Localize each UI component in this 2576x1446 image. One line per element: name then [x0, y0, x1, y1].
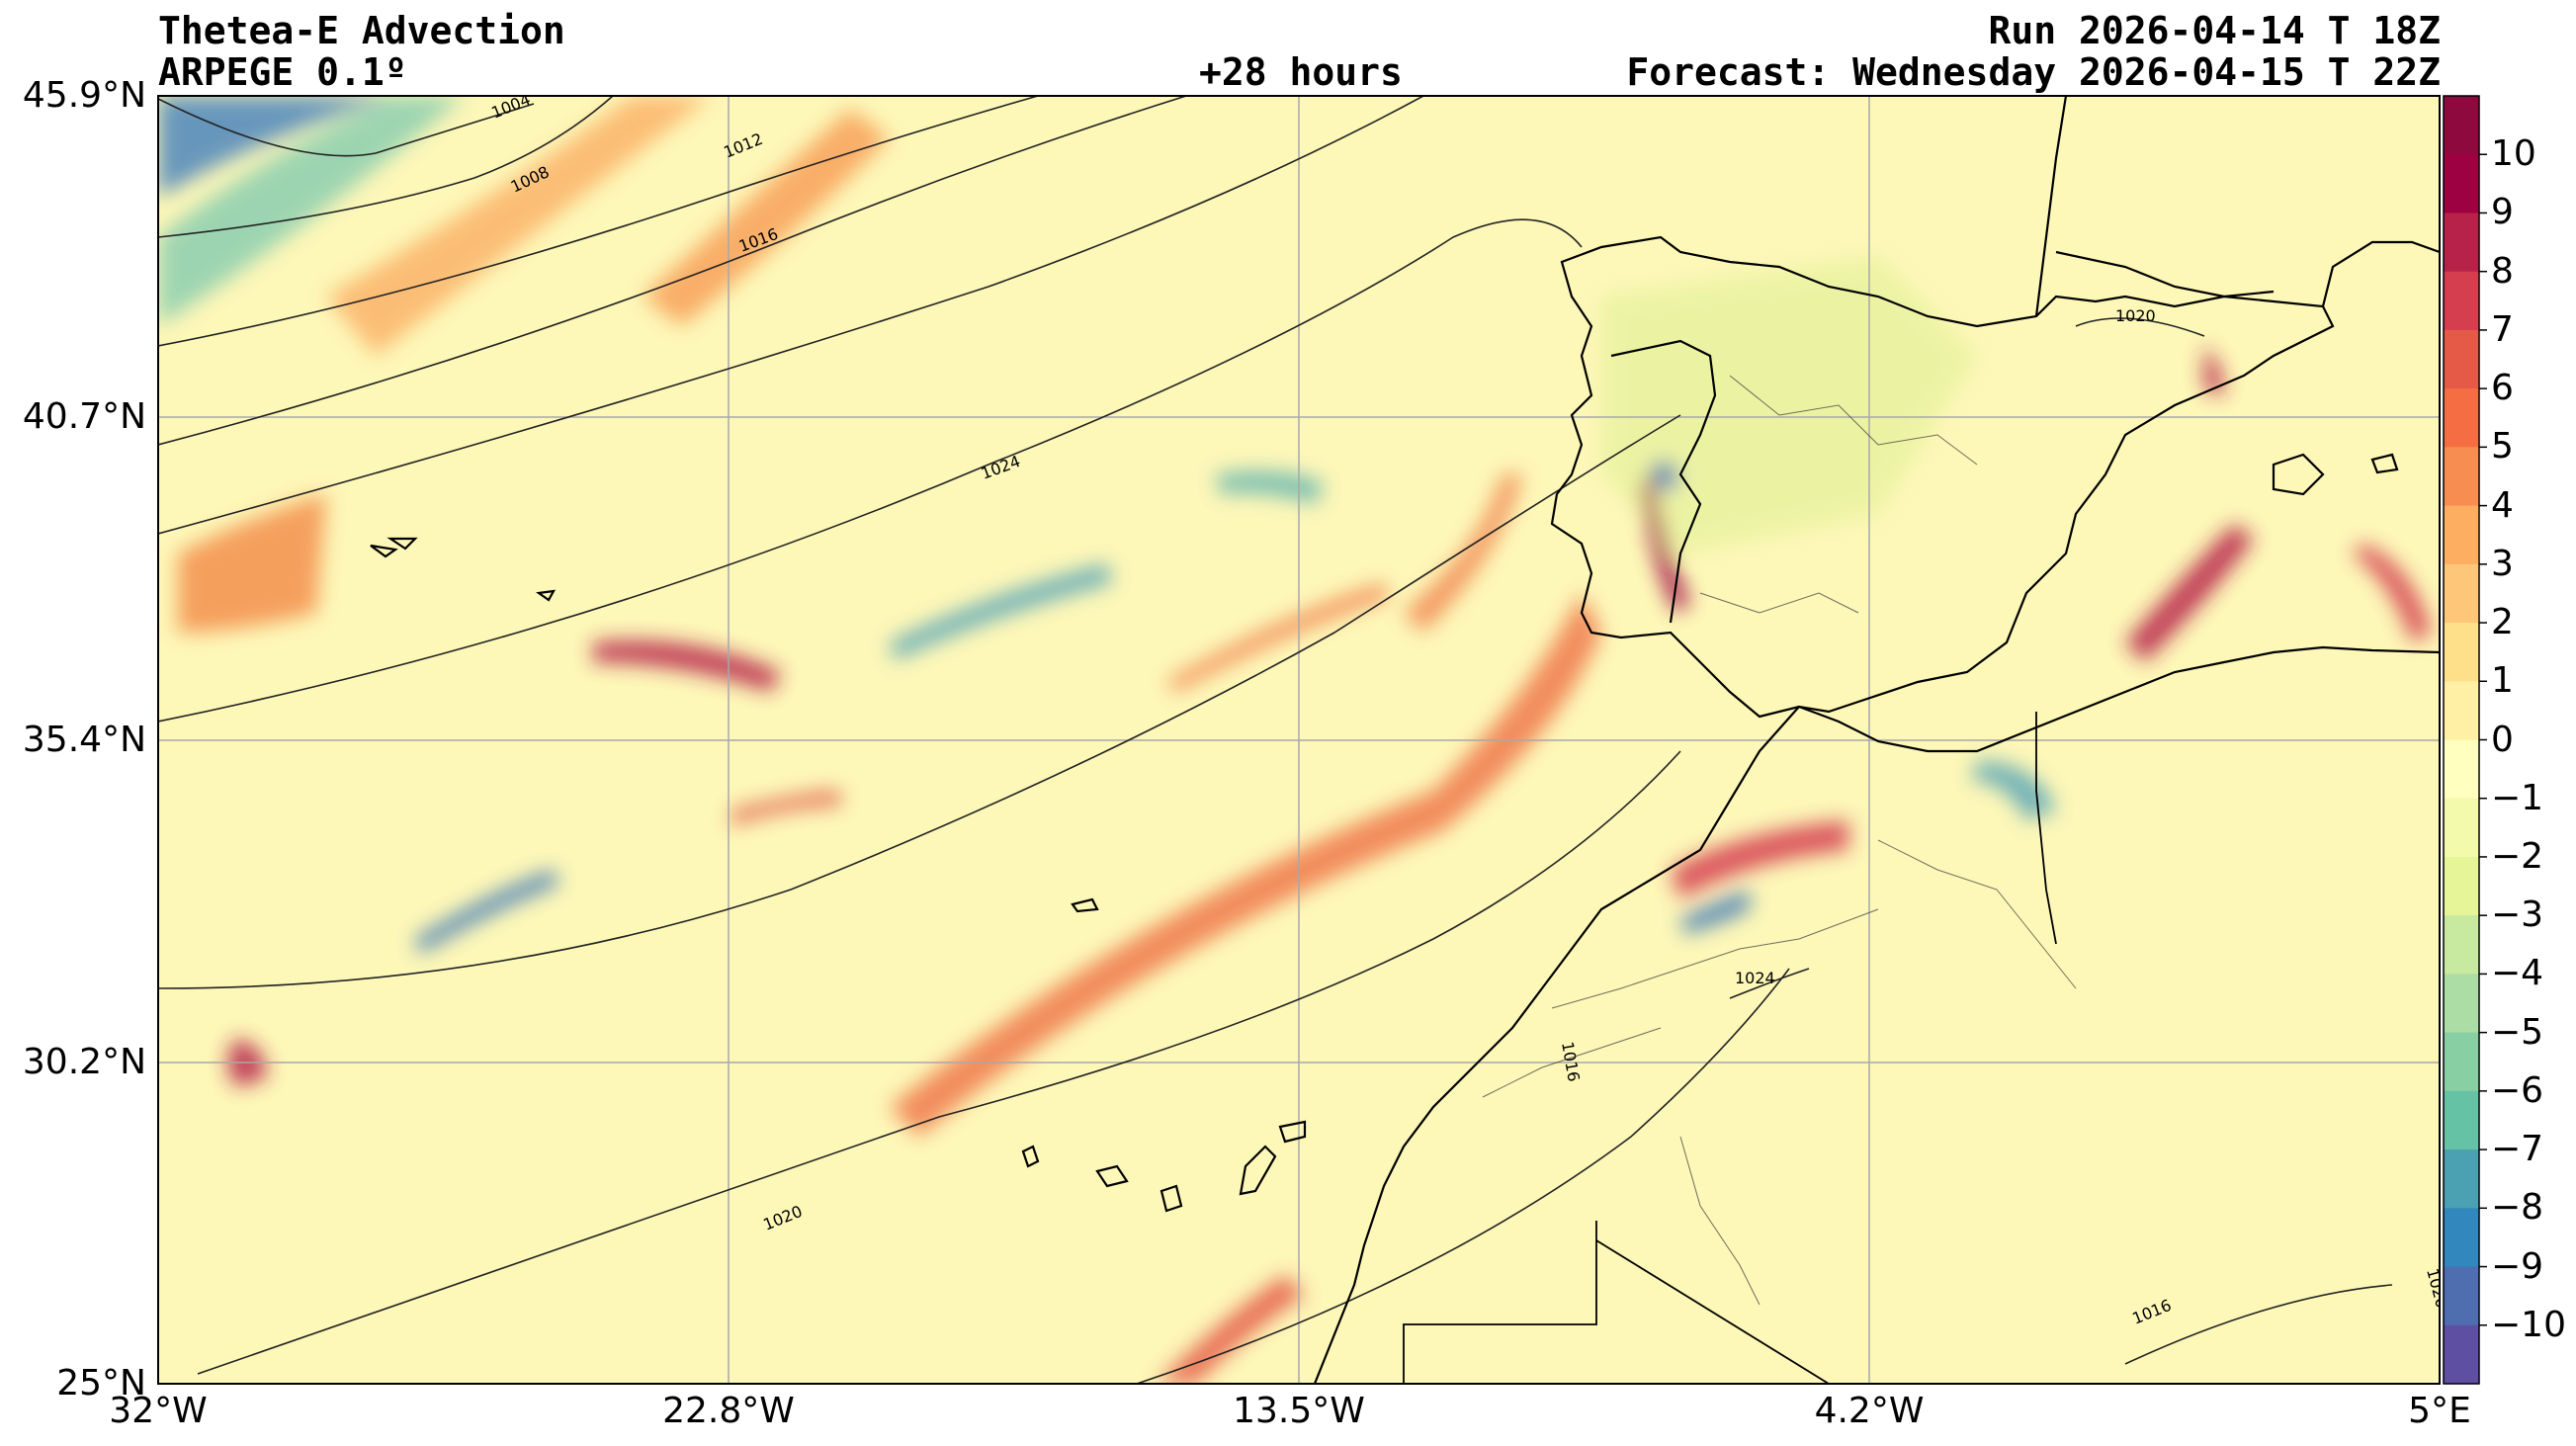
colorbar [2443, 95, 2487, 1385]
colorbar-band [2444, 739, 2479, 800]
lat-label: 40.7°N [22, 396, 146, 437]
run-time: Run 2026-04-14 T 18Z [1988, 9, 2441, 52]
map-frame [157, 95, 2441, 1385]
colorbar-band [2444, 154, 2479, 213]
colorbar-band [2444, 1324, 2479, 1385]
colorbar-label: −8 [2491, 1187, 2544, 1229]
colorbar-label: 9 [2491, 192, 2514, 233]
colorbar-band [2444, 271, 2479, 331]
colorbar-band [2444, 974, 2479, 1034]
colorbar-label: −7 [2491, 1129, 2544, 1170]
colorbar-label: 2 [2491, 602, 2514, 643]
lat-label: 30.2°N [22, 1042, 146, 1082]
colorbar-band [2444, 798, 2479, 858]
colorbar-label: 1 [2491, 660, 2514, 702]
colorbar-label: 5 [2491, 426, 2514, 468]
advection-field: 1004 1008 1012 1016 1024 1020 1020 1024 … [158, 96, 2440, 1384]
colorbar-label: 0 [2491, 719, 2514, 760]
colorbar-label: −1 [2491, 777, 2544, 818]
colorbar-band [2444, 213, 2479, 273]
colorbar-label: 4 [2491, 484, 2514, 526]
lead-time: +28 hours [1199, 50, 1403, 94]
colorbar-label: 10 [2491, 133, 2536, 175]
grid-lines [158, 96, 2440, 1384]
colorbar-band [2444, 96, 2479, 155]
isobars [158, 96, 2393, 1384]
colorbar-label: −6 [2491, 1069, 2544, 1111]
colorbar-label: −5 [2491, 1011, 2544, 1053]
colorbar-band [2444, 681, 2479, 740]
colorbar-label: 3 [2491, 543, 2514, 584]
colorbar-band [2444, 1149, 2479, 1209]
colorbar-band [2444, 1090, 2479, 1150]
colorbar-band [2444, 505, 2479, 565]
colorbar-band [2444, 856, 2479, 916]
lat-label: 35.4°N [22, 720, 146, 760]
colorbar-band [2444, 563, 2479, 624]
colorbar-band [2444, 623, 2479, 682]
terrain-contours [1482, 375, 2077, 1306]
colorbar-band [2444, 1266, 2479, 1326]
colorbar-label: −2 [2491, 835, 2544, 877]
colorbar-label: −9 [2491, 1245, 2544, 1287]
coastlines [370, 96, 2440, 1384]
map-title: Thetea-E Advection [158, 9, 565, 52]
lat-label: 25°N [56, 1363, 146, 1403]
lon-label: 4.2°W [1814, 1391, 1925, 1431]
colorbar-band [2444, 915, 2479, 975]
lon-label: 32°W [109, 1391, 208, 1431]
colorbar-label: −10 [2491, 1304, 2566, 1345]
colorbar-label: −3 [2491, 894, 2544, 936]
colorbar-band [2444, 1032, 2479, 1092]
lon-label: 13.5°W [1233, 1391, 1365, 1431]
model-name: ARPEGE 0.1º [158, 50, 407, 94]
colorbar-band [2444, 388, 2479, 448]
lon-label: 22.8°W [662, 1391, 795, 1431]
isobar-label: 1024 [1735, 969, 1775, 987]
colorbar-band [2444, 1208, 2479, 1268]
lon-label: 5°E [2408, 1391, 2471, 1431]
lat-label: 45.9°N [22, 75, 146, 116]
colorbar-band [2444, 447, 2479, 507]
colorbar-label: −4 [2491, 953, 2544, 994]
forecast-time: Forecast: Wednesday 2026-04-15 T 22Z [1626, 50, 2441, 94]
colorbar-label: 6 [2491, 368, 2514, 409]
colorbar-band [2444, 329, 2479, 389]
colorbar-label: 8 [2491, 250, 2514, 292]
colorbar-label: 7 [2491, 308, 2514, 350]
isobar-label: 1020 [2115, 306, 2156, 325]
